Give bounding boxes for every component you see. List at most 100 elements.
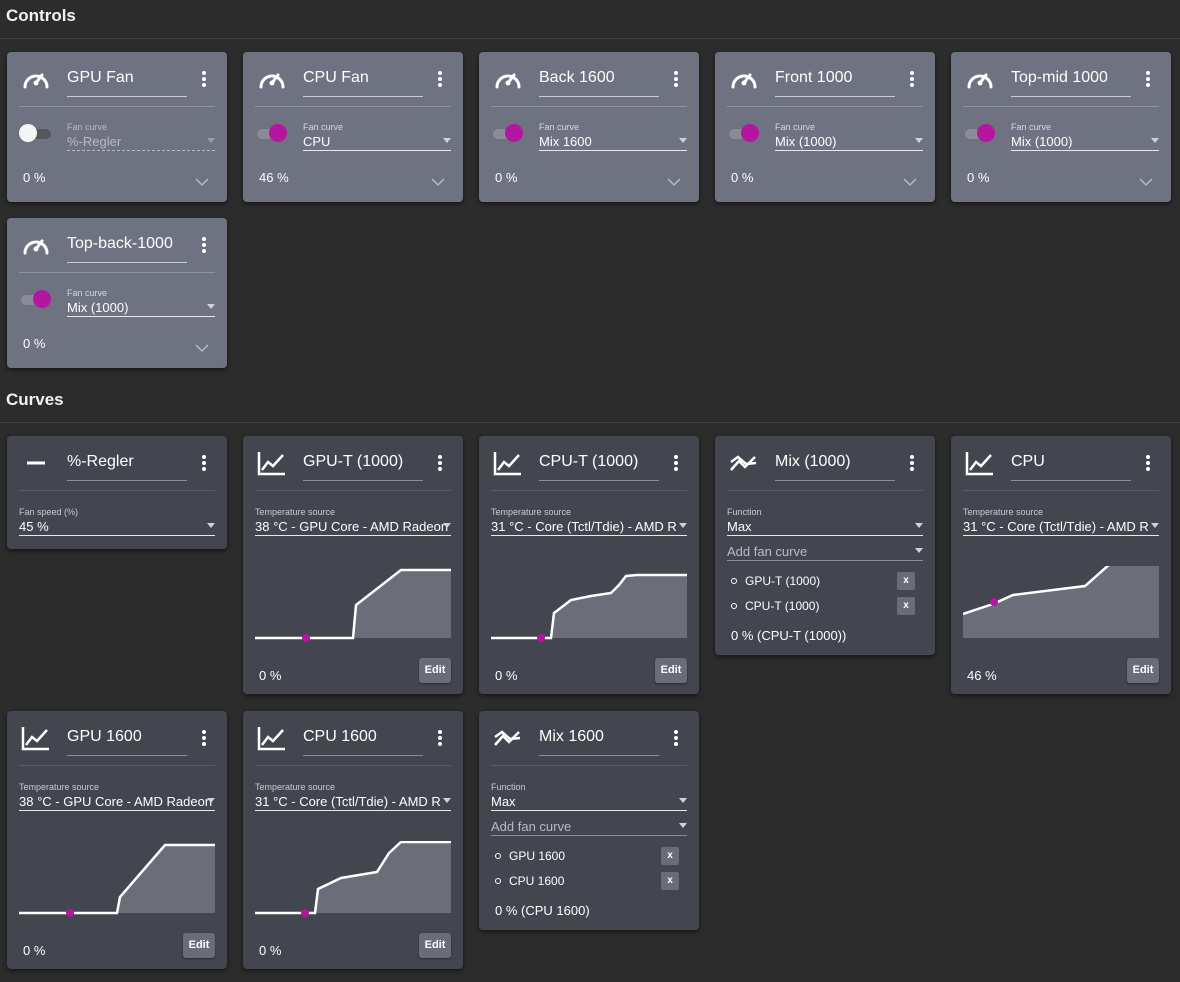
more-menu-icon[interactable] (905, 454, 919, 474)
line-graph-icon (257, 725, 287, 751)
chevron-down-icon (443, 523, 451, 528)
curve-title[interactable]: CPU-T (1000) (539, 453, 659, 481)
edit-button[interactable]: Edit (183, 933, 215, 958)
enable-toggle[interactable] (727, 124, 761, 142)
control-title[interactable]: CPU Fan (303, 69, 423, 97)
fan-curve-graph[interactable] (255, 566, 451, 646)
expand-chevron-icon[interactable] (903, 174, 917, 187)
field-value: 38 °C - GPU Core - AMD Radeon (19, 794, 213, 809)
remove-button[interactable]: x (661, 872, 679, 890)
expand-chevron-icon[interactable] (195, 340, 209, 353)
line-graph-icon (21, 725, 51, 751)
line-graph-icon (965, 450, 995, 476)
more-menu-icon[interactable] (433, 454, 447, 474)
function-select[interactable]: Function Max (727, 507, 923, 536)
function-select[interactable]: Function Max (491, 782, 687, 811)
more-menu-icon[interactable] (1141, 454, 1155, 474)
fan-curve-select[interactable]: Fan curve CPU (303, 122, 451, 151)
line-graph-icon (493, 450, 523, 476)
fan-curve-select[interactable]: Fan curve Mix 1600 (539, 122, 687, 151)
curve-card-cpu: CPU Temperature source 31 °C - Core (Tct… (951, 436, 1171, 694)
expand-chevron-icon[interactable] (1139, 174, 1153, 187)
add-fan-curve-select[interactable]: Add fan curve (727, 543, 923, 561)
more-menu-icon[interactable] (1141, 70, 1155, 90)
enable-toggle[interactable] (255, 124, 289, 142)
more-menu-icon[interactable] (197, 454, 211, 474)
enable-toggle[interactable] (19, 290, 53, 308)
curve-title[interactable]: GPU-T (1000) (303, 453, 423, 481)
field-label: Fan curve (775, 122, 816, 132)
list-item: CPU-T (1000) x (731, 597, 915, 616)
list-item-label: GPU-T (1000) (745, 574, 821, 588)
edit-button[interactable]: Edit (419, 658, 451, 683)
control-title[interactable]: Top-mid 1000 (1011, 69, 1131, 97)
list-item-label: CPU-T (1000) (745, 599, 820, 613)
chevron-down-icon (679, 798, 687, 803)
edit-button[interactable]: Edit (1127, 658, 1159, 683)
temperature-source-select[interactable]: Temperature source 38 °C - GPU Core - AM… (255, 507, 451, 536)
temperature-source-select[interactable]: Temperature source 31 °C - Core (Tctl/Td… (491, 507, 687, 536)
control-card-gpu-fan: GPU Fan Fan curve %-Regler 0 % (7, 52, 227, 202)
edit-button[interactable]: Edit (655, 658, 687, 683)
curve-card-gpu-1600: GPU 1600 Temperature source 38 °C - GPU … (7, 711, 227, 969)
curve-title[interactable]: CPU 1600 (303, 728, 423, 756)
expand-chevron-icon[interactable] (667, 174, 681, 187)
curve-title[interactable]: GPU 1600 (67, 728, 187, 756)
more-menu-icon[interactable] (669, 70, 683, 90)
curve-card-gpu-t-1000: GPU-T (1000) Temperature source 38 °C - … (243, 436, 463, 694)
temperature-source-select[interactable]: Temperature source 31 °C - Core (Tctl/Td… (255, 782, 451, 811)
chevron-down-icon (207, 798, 215, 803)
control-title[interactable]: Top-back-1000 (67, 235, 187, 263)
controls-section-title: Controls (6, 6, 76, 25)
speedometer-icon (493, 66, 523, 92)
field-value: 31 °C - Core (Tctl/Tdie) - AMD R (963, 519, 1149, 534)
curve-title[interactable]: %-Regler (67, 453, 187, 481)
field-label: Fan curve (539, 122, 580, 132)
fan-speed-select[interactable]: Fan speed (%) 45 % (19, 507, 215, 536)
fan-curve-select[interactable]: Fan curve Mix (1000) (1011, 122, 1159, 151)
more-menu-icon[interactable] (197, 729, 211, 749)
curve-title[interactable]: Mix 1600 (539, 728, 659, 756)
enable-toggle[interactable] (963, 124, 997, 142)
fan-curve-graph[interactable] (963, 566, 1159, 646)
temperature-source-select[interactable]: Temperature source 31 °C - Core (Tctl/Td… (963, 507, 1159, 536)
curve-title[interactable]: Mix (1000) (775, 453, 895, 481)
expand-chevron-icon[interactable] (431, 174, 445, 187)
edit-button[interactable]: Edit (419, 933, 451, 958)
fan-curve-select[interactable]: Fan curve %-Regler (67, 122, 215, 151)
divider (19, 765, 215, 766)
more-menu-icon[interactable] (669, 729, 683, 749)
fan-curve-graph[interactable] (19, 841, 215, 921)
add-fan-curve-select[interactable]: Add fan curve (491, 818, 687, 836)
fan-curve-select[interactable]: Fan curve Mix (1000) (775, 122, 923, 151)
fan-curve-graph[interactable] (491, 566, 687, 646)
divider (963, 106, 1159, 107)
fan-curve-select[interactable]: Fan curve Mix (1000) (67, 288, 215, 317)
more-menu-icon[interactable] (433, 729, 447, 749)
more-menu-icon[interactable] (197, 236, 211, 256)
curve-title[interactable]: CPU (1011, 453, 1131, 481)
field-value: Mix 1600 (539, 134, 592, 149)
field-value: 31 °C - Core (Tctl/Tdie) - AMD R (255, 794, 441, 809)
control-title[interactable]: Back 1600 (539, 69, 659, 97)
control-title[interactable]: GPU Fan (67, 69, 187, 97)
more-menu-icon[interactable] (197, 70, 211, 90)
temperature-source-select[interactable]: Temperature source 38 °C - GPU Core - AM… (19, 782, 215, 811)
mix-icon (729, 450, 759, 476)
chevron-down-icon (207, 523, 215, 528)
field-label: Temperature source (491, 507, 572, 517)
enable-toggle[interactable] (19, 124, 53, 142)
minus-icon (21, 450, 51, 476)
remove-button[interactable]: x (661, 847, 679, 865)
expand-chevron-icon[interactable] (195, 174, 209, 187)
fan-curve-graph[interactable] (255, 841, 451, 921)
chevron-down-icon (1151, 523, 1159, 528)
more-menu-icon[interactable] (433, 70, 447, 90)
more-menu-icon[interactable] (669, 454, 683, 474)
enable-toggle[interactable] (491, 124, 525, 142)
control-title[interactable]: Front 1000 (775, 69, 895, 97)
field-label: Temperature source (19, 782, 100, 792)
remove-button[interactable]: x (897, 597, 915, 615)
remove-button[interactable]: x (897, 572, 915, 590)
more-menu-icon[interactable] (905, 70, 919, 90)
